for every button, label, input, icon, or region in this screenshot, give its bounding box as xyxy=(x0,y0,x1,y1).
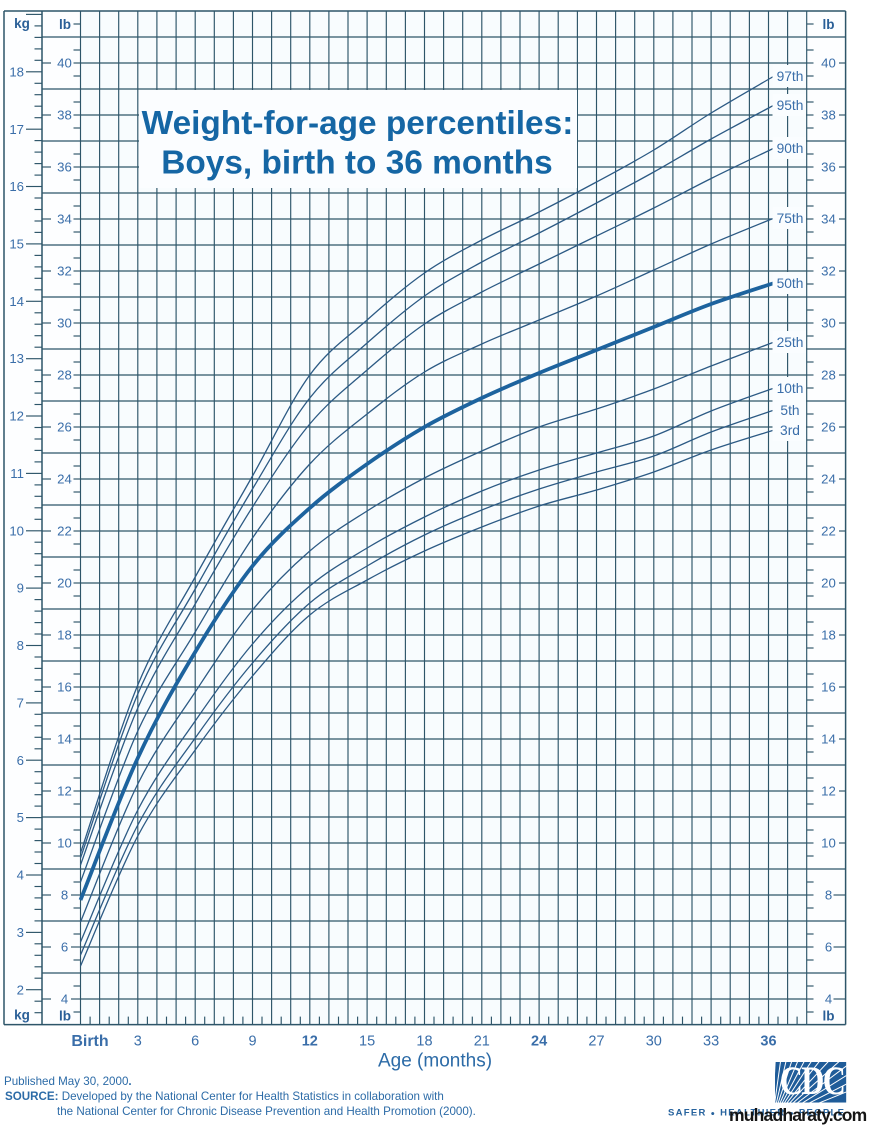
svg-text:32: 32 xyxy=(57,264,72,279)
svg-text:6: 6 xyxy=(17,753,24,768)
svg-text:14: 14 xyxy=(9,294,24,309)
svg-text:16: 16 xyxy=(821,680,836,695)
svg-text:Birth: Birth xyxy=(71,1033,108,1050)
svg-text:10: 10 xyxy=(57,836,72,851)
svg-text:30: 30 xyxy=(646,1034,662,1050)
svg-text:50th: 50th xyxy=(777,276,804,291)
svg-text:26: 26 xyxy=(821,420,836,435)
svg-text:20: 20 xyxy=(57,576,72,591)
svg-text:90th: 90th xyxy=(777,141,804,156)
svg-text:9: 9 xyxy=(17,581,24,596)
svg-text:30: 30 xyxy=(821,316,836,331)
svg-text:17: 17 xyxy=(9,122,24,137)
svg-text:kg: kg xyxy=(14,16,30,31)
svg-text:20: 20 xyxy=(821,576,836,591)
svg-text:28: 28 xyxy=(57,368,72,383)
svg-text:Age (months): Age (months) xyxy=(378,1051,492,1072)
svg-text:40: 40 xyxy=(821,56,836,71)
svg-text:18: 18 xyxy=(416,1034,432,1050)
svg-text:12: 12 xyxy=(821,784,836,799)
svg-text:21: 21 xyxy=(474,1034,490,1050)
svg-text:4: 4 xyxy=(17,868,24,883)
svg-text:24: 24 xyxy=(821,472,836,487)
svg-text:75th: 75th xyxy=(777,211,804,226)
svg-text:SOURCE: Developed by the Natio: SOURCE: Developed by the National Center… xyxy=(5,1090,444,1103)
svg-text:18: 18 xyxy=(57,628,72,643)
svg-text:38: 38 xyxy=(57,108,72,123)
svg-text:8: 8 xyxy=(825,888,832,903)
svg-text:25th: 25th xyxy=(777,335,804,350)
svg-text:27: 27 xyxy=(588,1034,604,1050)
svg-text:97th: 97th xyxy=(777,69,804,84)
svg-text:18: 18 xyxy=(821,628,836,643)
svg-text:40: 40 xyxy=(57,56,72,71)
svg-text:muhadharaty.com: muhadharaty.com xyxy=(729,1105,867,1125)
svg-text:6: 6 xyxy=(61,940,68,955)
svg-text:24: 24 xyxy=(531,1034,547,1050)
svg-text:Published May 30, 2000.: Published May 30, 2000. xyxy=(4,1075,132,1088)
svg-text:7: 7 xyxy=(17,696,24,711)
svg-text:kg: kg xyxy=(14,1008,30,1023)
svg-text:95th: 95th xyxy=(777,98,804,113)
svg-text:3rd: 3rd xyxy=(780,423,800,438)
svg-text:3: 3 xyxy=(17,925,24,940)
svg-text:3: 3 xyxy=(134,1034,142,1050)
svg-text:the National Center for Chroni: the National Center for Chronic Disease … xyxy=(57,1105,476,1118)
svg-text:4: 4 xyxy=(825,992,832,1007)
svg-text:12: 12 xyxy=(57,784,72,799)
svg-text:12: 12 xyxy=(302,1034,318,1050)
svg-text:2: 2 xyxy=(17,982,24,997)
svg-text:33: 33 xyxy=(703,1034,719,1050)
svg-text:36: 36 xyxy=(760,1034,776,1050)
svg-text:15: 15 xyxy=(359,1034,375,1050)
svg-text:22: 22 xyxy=(821,524,836,539)
svg-text:Boys, birth to 36 months: Boys, birth to 36 months xyxy=(161,145,552,182)
svg-text:14: 14 xyxy=(57,732,72,747)
svg-text:lb: lb xyxy=(59,17,71,32)
svg-text:10th: 10th xyxy=(777,381,804,396)
svg-text:36: 36 xyxy=(57,160,72,175)
svg-text:32: 32 xyxy=(821,264,836,279)
svg-text:26: 26 xyxy=(57,420,72,435)
svg-text:14: 14 xyxy=(821,732,836,747)
svg-text:18: 18 xyxy=(9,64,24,79)
svg-text:10: 10 xyxy=(821,836,836,851)
svg-text:6: 6 xyxy=(191,1034,199,1050)
svg-text:lb: lb xyxy=(823,1009,835,1024)
svg-text:34: 34 xyxy=(821,212,836,227)
svg-text:28: 28 xyxy=(821,368,836,383)
svg-text:16: 16 xyxy=(57,680,72,695)
svg-text:lb: lb xyxy=(823,17,835,32)
svg-text:11: 11 xyxy=(10,466,24,481)
svg-text:5th: 5th xyxy=(780,403,799,418)
svg-text:16: 16 xyxy=(9,179,24,194)
svg-text:34: 34 xyxy=(57,212,72,227)
svg-text:36: 36 xyxy=(821,160,836,175)
svg-text:22: 22 xyxy=(57,524,72,539)
svg-text:8: 8 xyxy=(61,888,68,903)
svg-text:24: 24 xyxy=(57,472,72,487)
svg-text:4: 4 xyxy=(61,992,68,1007)
svg-text:6: 6 xyxy=(825,940,832,955)
svg-text:CDC: CDC xyxy=(780,1059,845,1103)
svg-text:15: 15 xyxy=(9,237,24,252)
svg-text:10: 10 xyxy=(9,523,24,538)
svg-text:13: 13 xyxy=(9,351,24,366)
svg-text:12: 12 xyxy=(9,409,24,424)
svg-text:9: 9 xyxy=(248,1034,256,1050)
svg-text:5: 5 xyxy=(17,810,24,825)
svg-text:30: 30 xyxy=(57,316,72,331)
svg-text:38: 38 xyxy=(821,108,836,123)
svg-text:8: 8 xyxy=(17,638,24,653)
svg-text:SAFER ● HEALTHIER ● PEOPLE: SAFER ● HEALTHIER ● PEOPLE xyxy=(668,1108,845,1119)
svg-text:lb: lb xyxy=(59,1009,71,1024)
svg-text:Weight-for-age percentiles:: Weight-for-age percentiles: xyxy=(142,105,574,142)
